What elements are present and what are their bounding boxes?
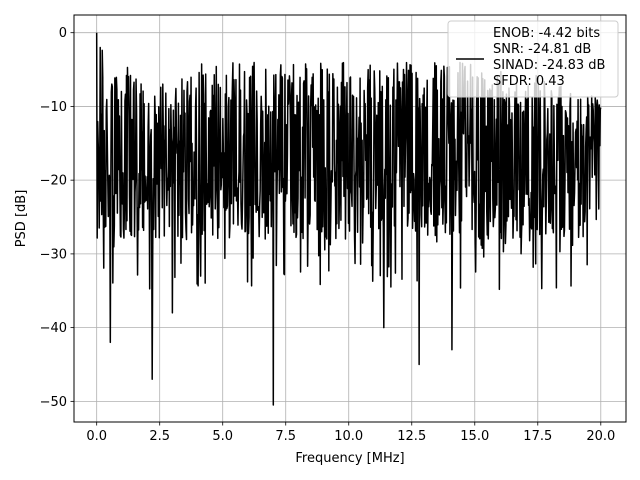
y-tick-label: −20	[40, 174, 67, 189]
x-axis-label: Frequency [MHz]	[295, 451, 404, 466]
x-tick-label: 7.5	[275, 429, 296, 444]
y-tick-label: −10	[40, 100, 67, 115]
y-tick-label: −30	[40, 247, 67, 262]
legend: ENOB: -4.42 bits SNR: -24.81 dB SINAD: -24…	[447, 20, 619, 98]
psd-series-line	[95, 32, 602, 406]
legend-label: ENOB: -4.42 bits SNR: -24.81 dB SINAD: -24…	[493, 26, 605, 89]
x-tick-label: 5.0	[212, 429, 233, 444]
y-tick-label: −50	[40, 395, 67, 410]
x-tick-label: 2.5	[149, 429, 170, 444]
x-tick-label: 15.0	[460, 429, 489, 444]
x-tick-label: 20.0	[586, 429, 615, 444]
ticks: 0.0 2.5 5.0 7.5 10.0 12.5 15.0 17.5 20.0 0 −10 −20 −…	[40, 26, 616, 444]
x-tick-label: 10.0	[334, 429, 363, 444]
axes-frame	[73, 14, 627, 423]
series-layer	[95, 32, 602, 406]
y-tick-label: −40	[40, 321, 67, 336]
x-tick-label: 12.5	[397, 429, 426, 444]
y-tick-label: 0	[59, 26, 67, 41]
legend-box	[447, 20, 619, 98]
x-tick-label: 0.0	[86, 429, 107, 444]
y-axis-label: PSD [dB]	[14, 190, 29, 248]
x-tick-label: 17.5	[523, 429, 552, 444]
